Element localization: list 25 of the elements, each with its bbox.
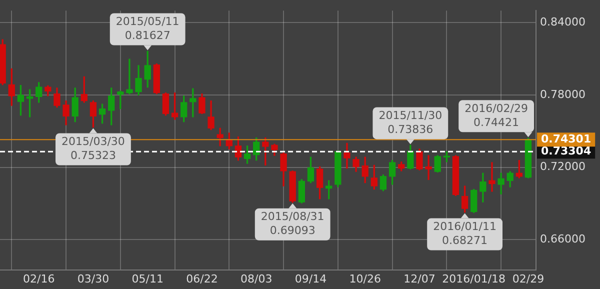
annotation: 2015/08/31 0.69093 bbox=[260, 210, 324, 238]
x-tick-label: 05/11 bbox=[132, 272, 164, 286]
candlestick bbox=[126, 58, 133, 94]
x-tick-label: 06/22 bbox=[186, 272, 218, 286]
x-tick-label: 10/26 bbox=[349, 272, 381, 286]
y-tick-label: 0.78000 bbox=[540, 88, 586, 101]
x-tick-label: 12/07 bbox=[404, 272, 436, 286]
y-tick-label: 0.66000 bbox=[540, 232, 586, 246]
x-tick-label: 02/29 bbox=[512, 272, 544, 286]
x-tick-label: 02/16 bbox=[22, 272, 55, 286]
annotation: 2015/03/30 0.75323 bbox=[62, 135, 125, 162]
candlestick bbox=[425, 155, 432, 180]
ref-line-label: 0.73304 bbox=[541, 144, 592, 158]
x-tick-label: 08/03 bbox=[240, 272, 272, 286]
x-tick-label: 2016/01/18 bbox=[442, 272, 506, 286]
x-tick-label: 03/30 bbox=[77, 272, 110, 286]
annotation: 2016/01/11 0.68271 bbox=[433, 220, 496, 248]
ref-line-label: 0.74301 bbox=[541, 132, 592, 146]
annotation: 2016/02/29 0.74421 bbox=[464, 102, 528, 129]
candlestick bbox=[488, 162, 496, 192]
annotation: 2015/11/30 0.73836 bbox=[378, 109, 442, 136]
annotation: 2015/05/11 0.81627 bbox=[116, 15, 180, 42]
y-tick-label: 0.84000 bbox=[540, 16, 586, 29]
x-tick-label: 09/14 bbox=[294, 272, 327, 286]
y-tick-label: 0.72000 bbox=[540, 160, 586, 174]
